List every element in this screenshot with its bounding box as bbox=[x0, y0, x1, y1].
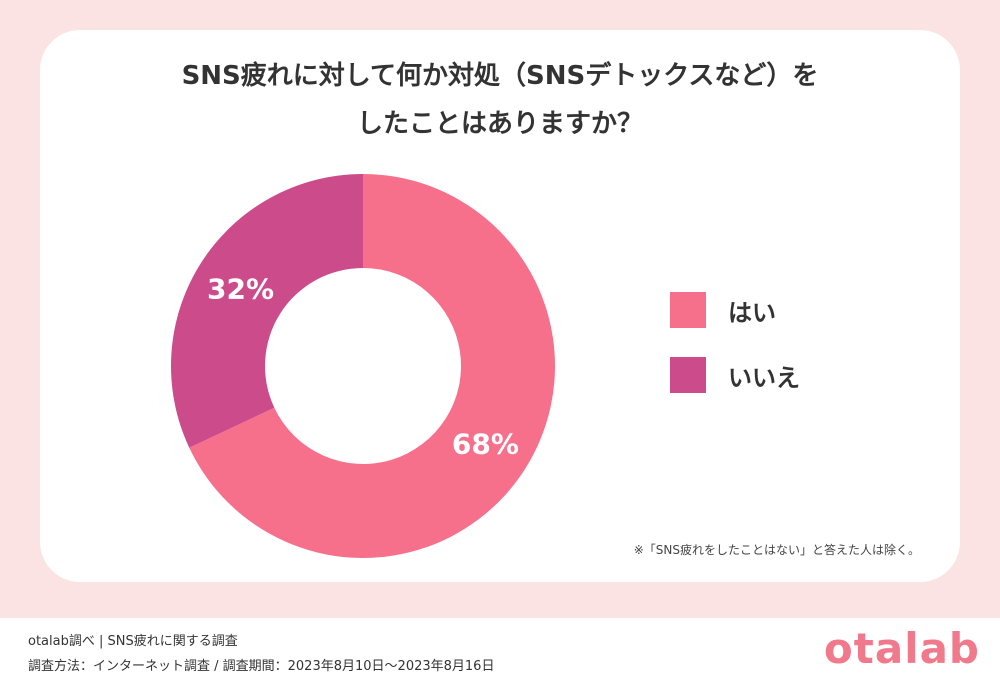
footnote: ※「SNS疲れをしたことはない」と答えた人は除く。 bbox=[633, 543, 920, 557]
chart-title-line1: SNS疲れに対して何か対処（SNSデトックスなど）を bbox=[181, 61, 819, 91]
chart-title: SNS疲れに対して何か対処（SNSデトックスなど）を したことはありますか？ bbox=[40, 52, 960, 148]
slice-label-yes: 68% bbox=[452, 428, 519, 461]
brand-logo: otalab bbox=[823, 624, 980, 673]
legend-item-no: いいえ bbox=[670, 357, 800, 393]
slice-no bbox=[171, 174, 363, 448]
legend-label-no: いいえ bbox=[728, 363, 800, 392]
legend-item-yes: はい bbox=[670, 292, 800, 328]
legend-swatch-no bbox=[670, 357, 706, 393]
legend-swatch-yes bbox=[670, 292, 706, 328]
legend-label-yes: はい bbox=[728, 298, 776, 327]
legend: はい いいえ bbox=[670, 292, 800, 422]
donut-chart: 68% 32% bbox=[171, 174, 556, 558]
footer-source: otalab調べ | SNS疲れに関する調査 bbox=[28, 634, 238, 649]
footer-method: 調査方法：インターネット調査 / 調査期間：2023年8月10日〜2023年8月… bbox=[28, 659, 495, 674]
slice-label-no: 32% bbox=[207, 272, 274, 305]
slice-yes bbox=[189, 174, 556, 558]
chart-card: SNS疲れに対して何か対処（SNSデトックスなど）を したことはありますか？ 6… bbox=[40, 30, 960, 582]
footer: otalab調べ | SNS疲れに関する調査 調査方法：インターネット調査 / … bbox=[0, 618, 1000, 686]
chart-title-line2: したことはありますか？ bbox=[356, 109, 643, 139]
